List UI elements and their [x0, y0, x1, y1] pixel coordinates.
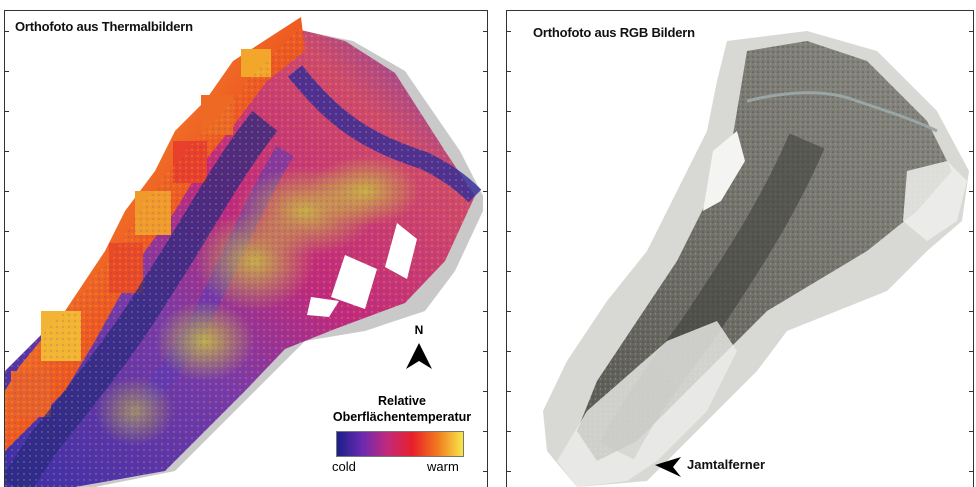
north-arrow-icon: [406, 343, 432, 369]
thermal-map-panel: Orthofoto aus Thermalbildern: [4, 10, 488, 487]
legend-title-line2: Oberflächentemperatur: [332, 410, 472, 424]
legend-title-line1: Relative: [378, 394, 426, 408]
right-frame-ticks: [969, 11, 973, 487]
nodata-gap: [385, 223, 417, 279]
snow-patch: [903, 161, 967, 241]
north-arrow: N: [399, 323, 439, 369]
rgb-map-panel: Orthofoto aus RGB Bildern: [506, 10, 974, 487]
rgb-panel-title: Orthofoto aus RGB Bildern: [533, 25, 695, 40]
legend-title: Relative Oberflächentemperatur: [323, 393, 481, 425]
nodata-gap: [307, 297, 339, 317]
glacier-tongue: [557, 321, 737, 487]
thermal-panel-title: Orthofoto aus Thermalbildern: [15, 19, 193, 34]
nodata-gap: [331, 255, 377, 309]
temperature-legend: Relative Oberflächentemperatur cold warm: [323, 393, 487, 477]
glacier-pointer-icon: [655, 457, 681, 477]
legend-range-labels: cold warm: [323, 459, 487, 477]
legend-color-ramp: [336, 431, 464, 457]
legend-low-label: cold: [332, 459, 356, 474]
snow-patch: [703, 131, 745, 211]
stream: [746, 91, 938, 133]
north-label: N: [414, 323, 424, 337]
glacier-label: Jamtalferner: [687, 457, 766, 472]
right-frame-ticks: [483, 11, 487, 487]
legend-high-label: warm: [427, 459, 459, 474]
left-frame-ticks: [507, 11, 511, 487]
surface-texture: [5, 29, 475, 487]
rgb-orthophoto: [543, 31, 969, 487]
thermal-orthophoto: [5, 17, 483, 487]
